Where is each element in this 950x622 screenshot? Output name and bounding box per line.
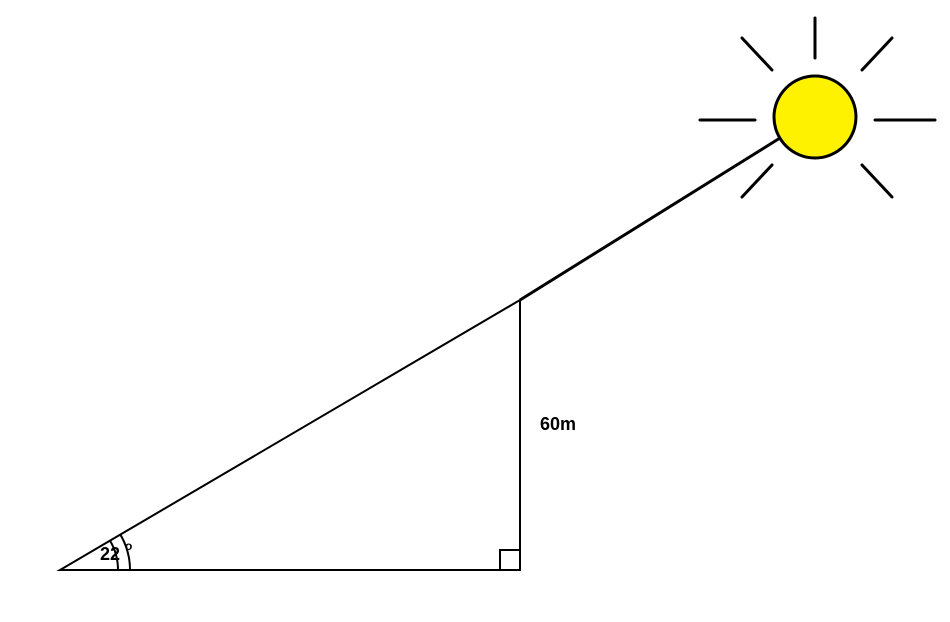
sun-ray [742, 165, 772, 197]
trig-diagram: 22 o 60m [0, 0, 950, 622]
right-triangle [60, 300, 520, 570]
sun-icon [774, 76, 856, 158]
right-angle-marker [500, 550, 520, 570]
sun-ray [862, 38, 892, 70]
height-label: 60m [540, 414, 576, 434]
angle-label: 22 [100, 544, 120, 564]
sun-ray [862, 165, 892, 197]
angle-degree-symbol: o [125, 539, 132, 553]
sun-ray [742, 38, 772, 70]
sun-ray-line [520, 138, 780, 300]
